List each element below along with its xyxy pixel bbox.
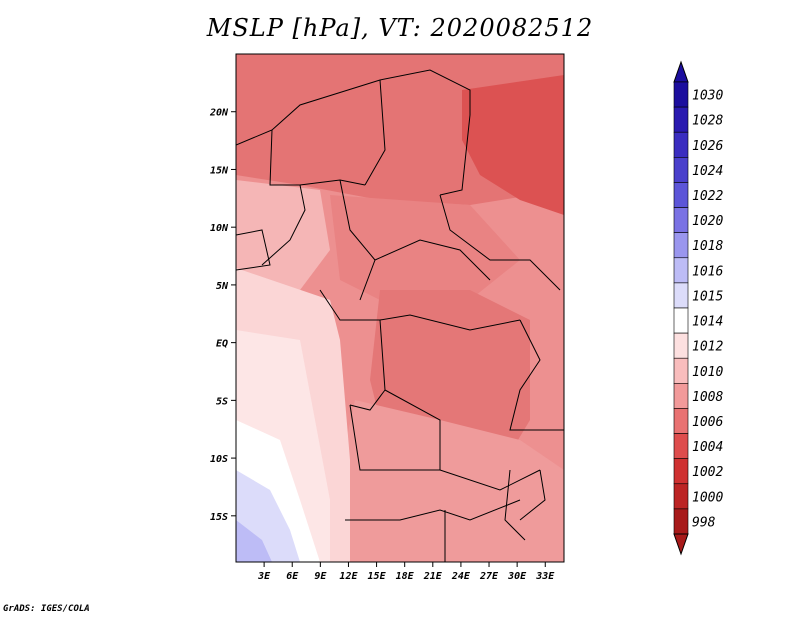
colorbar-swatch bbox=[673, 383, 689, 409]
colorbar-label: 1008 bbox=[692, 390, 723, 405]
lat-tick-label: 5S bbox=[216, 396, 228, 407]
colorbar-label: 1016 bbox=[692, 264, 723, 279]
lon-tick-label: 30E bbox=[507, 571, 527, 582]
colorbar-swatch bbox=[673, 483, 689, 510]
longitude-axis: 3E 6E 9E 12E 15E 18E 21E 24E 27E 30E 33E bbox=[257, 562, 555, 582]
colorbar-swatch bbox=[673, 458, 689, 485]
colorbar-swatch bbox=[673, 307, 689, 334]
lon-tick-label: 3E bbox=[257, 571, 271, 582]
lon-tick-label: 6E bbox=[286, 571, 299, 582]
colorbar-swatch bbox=[673, 207, 689, 233]
colorbar-swatch bbox=[673, 232, 689, 259]
colorbar-label: 1015 bbox=[692, 289, 723, 304]
colorbar-label: 1030 bbox=[692, 89, 723, 104]
lon-tick-label: 12E bbox=[339, 571, 358, 582]
colorbar-label: 1022 bbox=[692, 189, 723, 204]
lat-tick-label: 10N bbox=[210, 223, 229, 234]
colorbar-swatch bbox=[673, 257, 689, 284]
colorbar-swatch bbox=[673, 182, 689, 208]
colorbar-label: 1004 bbox=[692, 440, 723, 455]
pressure-field bbox=[236, 54, 564, 562]
colorbar-swatch bbox=[673, 106, 689, 133]
colorbar-label: 1028 bbox=[692, 114, 723, 129]
lon-tick-label: 9E bbox=[314, 571, 327, 582]
lon-tick-label: 33E bbox=[535, 571, 555, 582]
lat-tick-label: EQ bbox=[216, 339, 228, 350]
map-title: MSLP [hPa], VT: 2020082512 bbox=[206, 14, 594, 42]
colorbar-label: 1014 bbox=[692, 315, 723, 330]
colorbar: 1030 1028 1026 1024 1022 1020 1018 1016 1015 1014… bbox=[673, 60, 723, 556]
colorbar-swatch bbox=[673, 282, 689, 309]
colorbar-label: 1024 bbox=[692, 164, 723, 179]
colorbar-swatch bbox=[673, 157, 689, 183]
colorbar-swatch bbox=[673, 81, 689, 108]
colorbar-label: 1000 bbox=[692, 490, 723, 505]
lon-tick-label: 21E bbox=[423, 571, 443, 582]
colorbar-bottom-arrow bbox=[673, 533, 689, 556]
colorbar-label: 1006 bbox=[692, 415, 723, 430]
colorbar-swatch bbox=[673, 357, 689, 384]
lon-tick-label: 15E bbox=[368, 571, 387, 582]
lat-tick-label: 10S bbox=[210, 454, 228, 465]
colorbar-swatch bbox=[673, 508, 689, 535]
lat-tick-label: 20N bbox=[209, 108, 229, 119]
colorbar-label: 998 bbox=[692, 515, 716, 530]
colorbar-label: 1002 bbox=[692, 465, 723, 480]
colorbar-label: 1012 bbox=[692, 340, 723, 355]
lon-tick-label: 27E bbox=[479, 571, 499, 582]
colorbar-swatch bbox=[673, 131, 689, 158]
colorbar-swatch bbox=[673, 433, 689, 459]
lat-tick-label: 15S bbox=[210, 512, 228, 523]
lat-tick-label: 5N bbox=[216, 281, 229, 292]
grads-credit: GrADS: IGES/COLA bbox=[3, 604, 90, 614]
map-frame bbox=[235, 53, 565, 563]
colorbar-swatch bbox=[673, 332, 689, 359]
lat-tick-label: 15N bbox=[210, 165, 229, 176]
colorbar-label: 1018 bbox=[692, 239, 723, 254]
colorbar-label: 1020 bbox=[692, 214, 723, 229]
country-borders bbox=[236, 69, 564, 562]
lon-tick-label: 18E bbox=[396, 571, 415, 582]
lon-tick-label: 24E bbox=[451, 571, 471, 582]
colorbar-top-arrow bbox=[673, 60, 689, 83]
latitude-axis: 20N 15N 10N 5N EQ 5S 10S 15S bbox=[209, 108, 236, 523]
colorbar-label: 1026 bbox=[692, 139, 723, 154]
colorbar-label: 1010 bbox=[692, 365, 723, 380]
colorbar-swatch bbox=[673, 408, 689, 434]
